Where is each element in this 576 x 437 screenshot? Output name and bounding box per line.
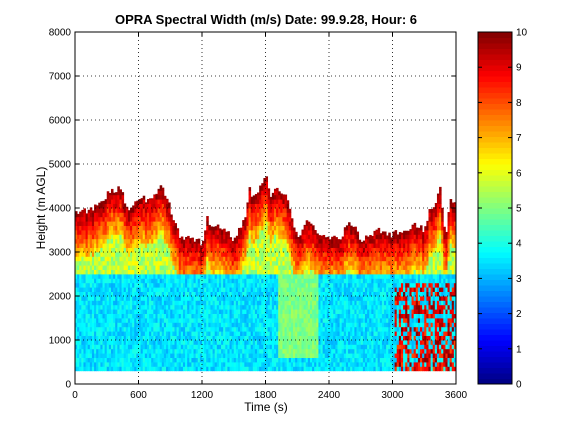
heatmap-cell [312, 225, 315, 226]
heatmap-cell [335, 237, 338, 239]
heatmap-cell [357, 232, 360, 235]
heatmap-cell [177, 230, 180, 235]
chart-title: OPRA Spectral Width (m/s) Date: 99.9.28,… [115, 12, 417, 27]
heatmap-cell [191, 238, 194, 240]
heatmap-cell [249, 190, 252, 195]
heatmap-cell [181, 237, 184, 240]
heatmap-cell [276, 188, 279, 191]
heatmap-cell [306, 220, 309, 221]
heatmap-cell [327, 237, 330, 239]
heatmap-cell [206, 217, 209, 222]
heatmap-cell [168, 202, 171, 204]
heatmap-cell [223, 229, 226, 231]
heatmap-cell [166, 199, 169, 200]
heatmap-cell [198, 239, 201, 244]
heatmap-cell [268, 190, 271, 195]
heatmap-cell [266, 177, 269, 182]
heatmap-cell [119, 189, 122, 190]
heatmap-cell [122, 195, 125, 200]
heatmap-cell [293, 228, 296, 231]
heatmap-cell [143, 196, 146, 200]
heatmap-cell [174, 223, 177, 226]
heatmap-cell [111, 189, 114, 191]
heatmap-cell [168, 208, 171, 213]
heatmap-cell [198, 239, 201, 240]
heatmap-cell [348, 222, 351, 226]
heatmap-cell [285, 195, 288, 200]
heatmap-cell [268, 188, 271, 190]
heatmap-cell [217, 225, 220, 226]
heatmap-cell [291, 218, 294, 221]
heatmap-cell [295, 232, 298, 235]
heatmap-cell [312, 226, 315, 231]
heatmap-cell [206, 216, 209, 217]
heatmap-cell [170, 214, 173, 217]
heatmap-cell [83, 208, 86, 212]
heatmap-cell [287, 200, 290, 204]
heatmap-cell [177, 228, 180, 230]
heatmap-cell [122, 192, 125, 195]
heatmap-cell [227, 231, 230, 235]
heatmap-cell [357, 234, 360, 239]
heatmap-cell [162, 188, 165, 191]
heatmap-cell [124, 203, 127, 204]
heatmap-cell [289, 212, 292, 217]
heatmap-cell [230, 237, 233, 239]
heatmap-cell [162, 190, 165, 195]
heatmap-cell [168, 204, 171, 209]
heatmap-cell [316, 233, 319, 234]
heatmap-cell [208, 225, 211, 226]
heatmap-cell [291, 221, 294, 226]
heatmap-cell [122, 199, 125, 204]
heatmap-cell [160, 185, 163, 186]
heatmap-cell [289, 209, 292, 213]
heatmap-cell [172, 220, 175, 221]
heatmap-cell [354, 227, 357, 231]
heatmap-cell [285, 195, 288, 196]
heatmap-cell [249, 187, 252, 191]
